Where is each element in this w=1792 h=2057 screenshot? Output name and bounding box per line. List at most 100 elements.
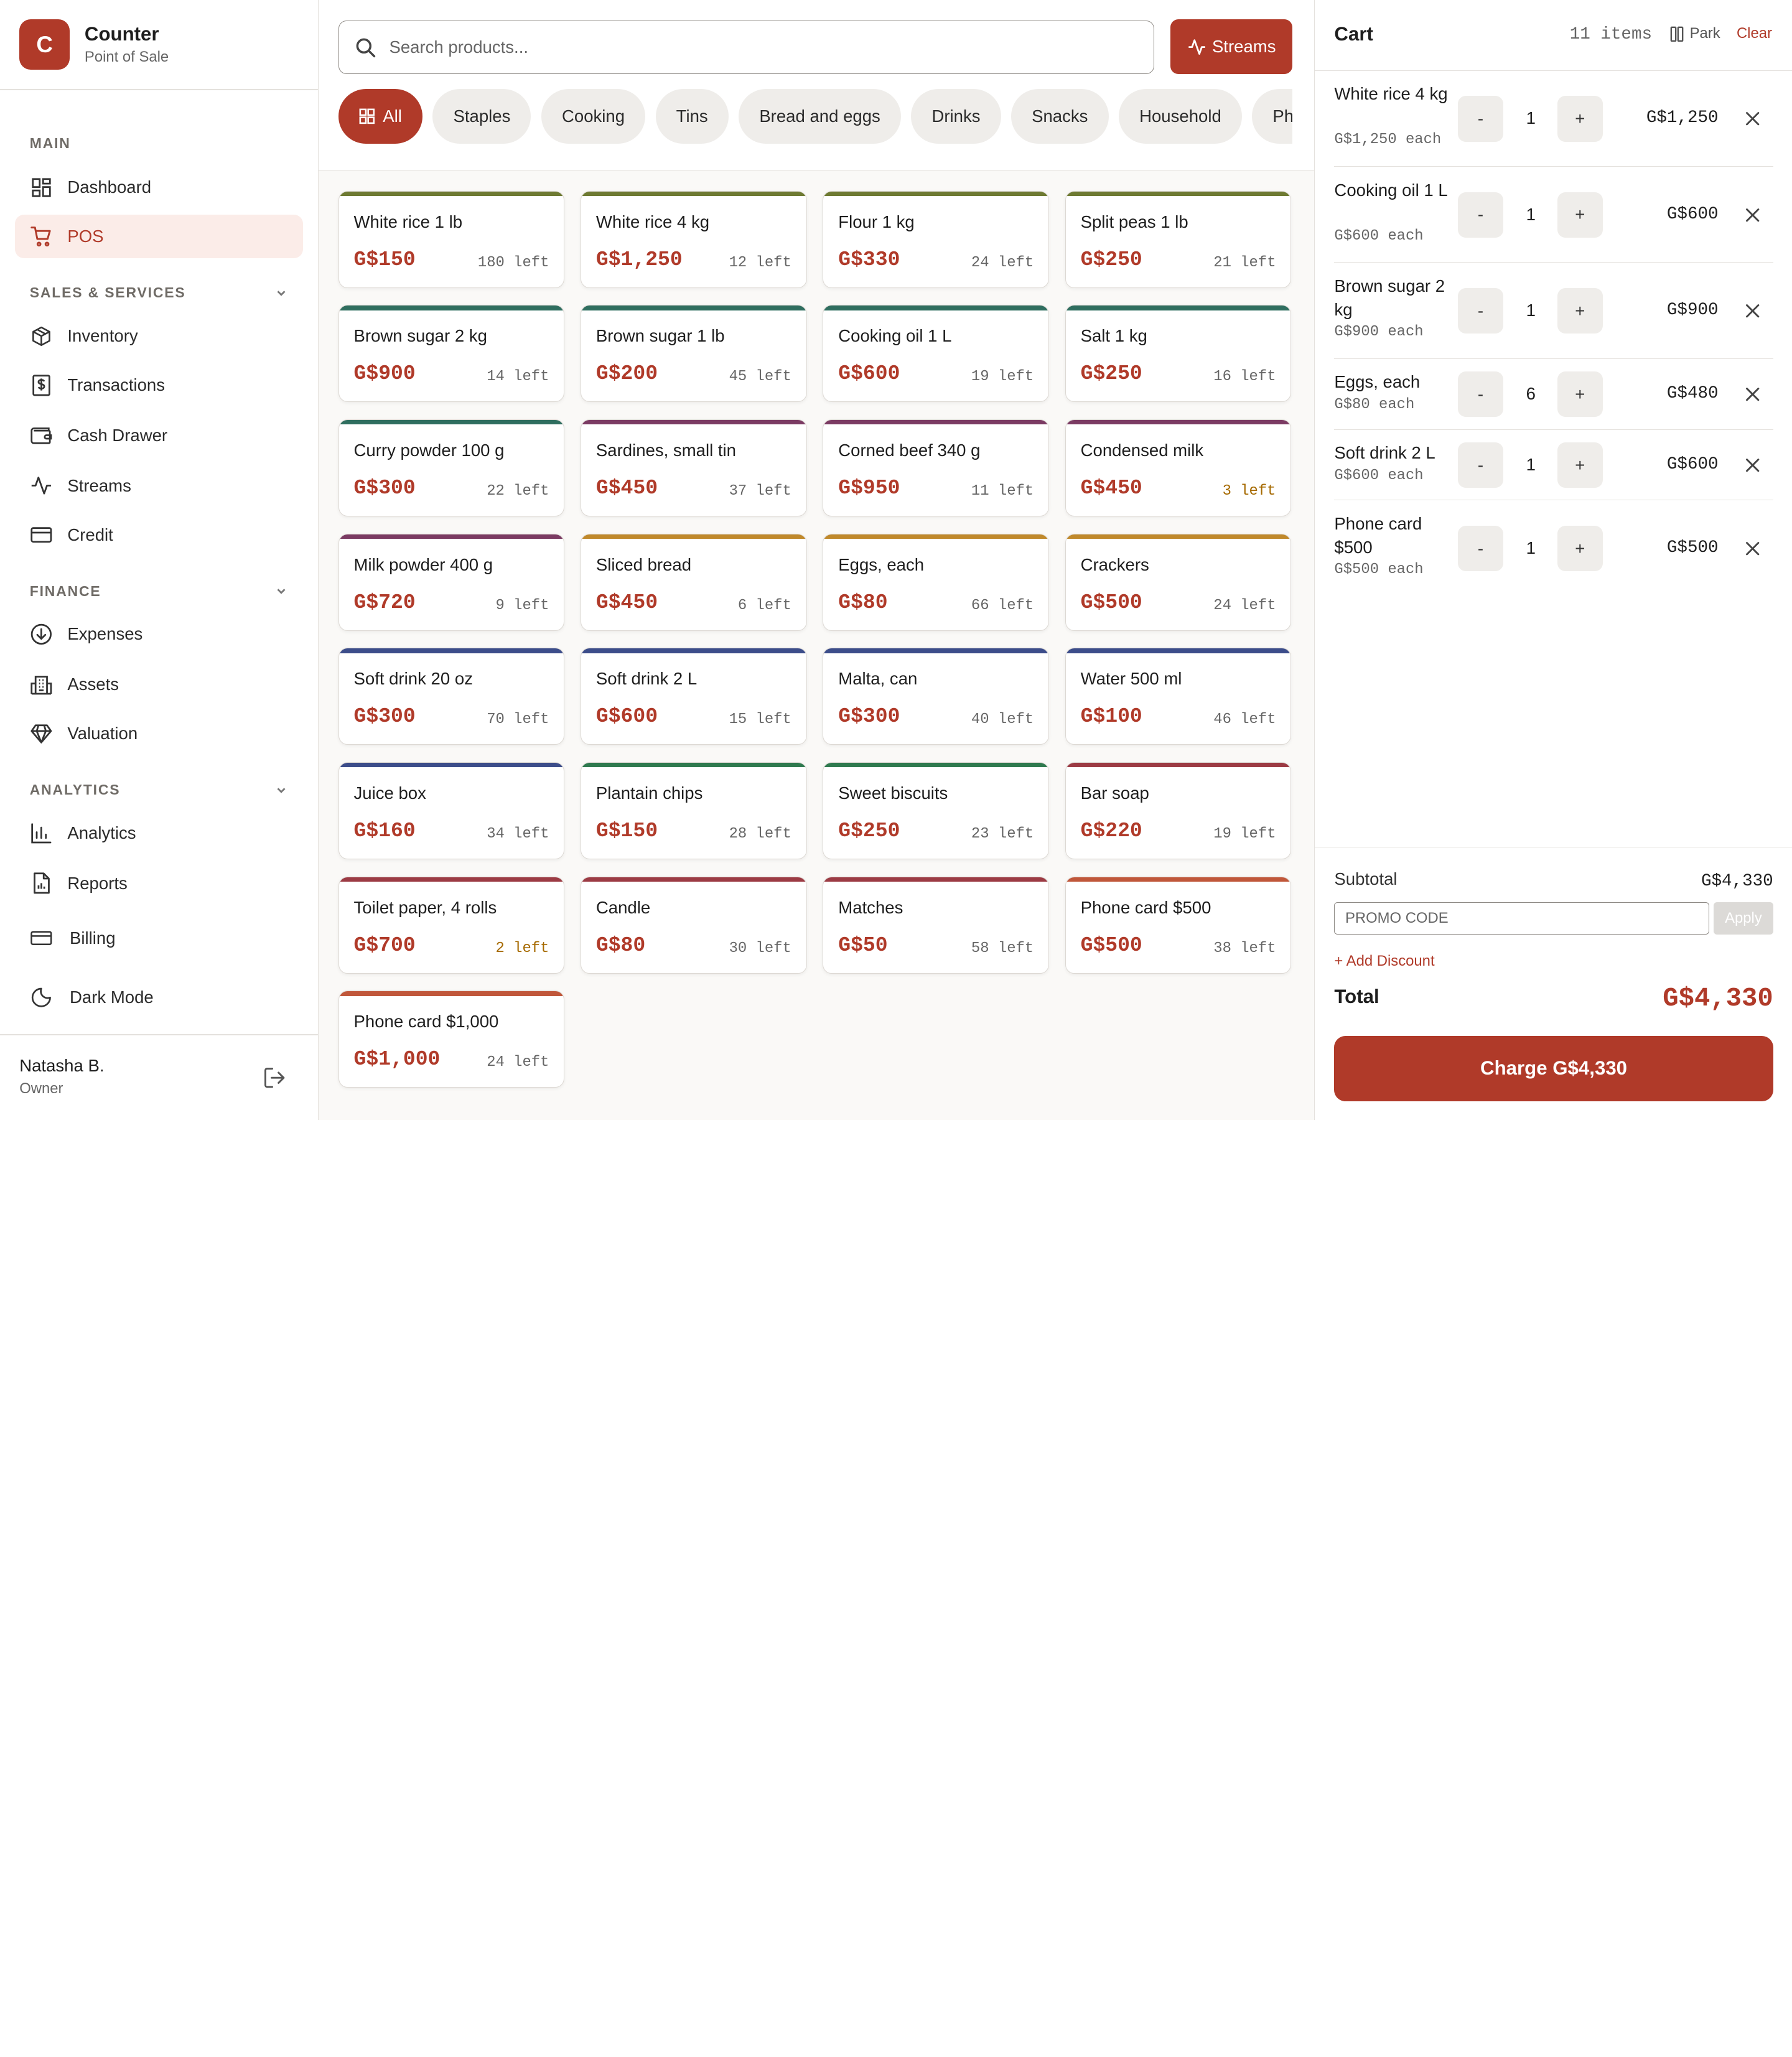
decrease-qty-button[interactable]: - <box>1457 192 1504 238</box>
apply-promo-button[interactable]: Apply <box>1714 902 1773 935</box>
product-card[interactable]: Juice box G$160 34 left <box>338 762 565 860</box>
sidebar-item-billing[interactable]: Billing <box>15 917 303 960</box>
decrease-qty-button[interactable]: - <box>1457 287 1504 334</box>
section-main: MAIN <box>29 134 71 151</box>
decrease-qty-button[interactable]: - <box>1457 371 1504 417</box>
product-card[interactable]: Salt 1 kg G$250 16 left <box>1065 305 1292 403</box>
increase-qty-button[interactable]: + <box>1557 192 1603 238</box>
sidebar-item-cash-drawer[interactable]: Cash Drawer <box>15 414 303 457</box>
decrease-qty-button[interactable]: - <box>1457 442 1504 488</box>
product-price: G$500 <box>1080 590 1142 614</box>
sidebar-item-label: Cash Drawer <box>67 425 168 445</box>
clear-cart-button[interactable]: Clear <box>1736 25 1772 42</box>
category-chip[interactable]: Drinks <box>911 89 1001 144</box>
remove-item-icon[interactable] <box>1743 539 1762 557</box>
category-chip[interactable]: Household <box>1119 89 1242 144</box>
sidebar-item-valuation[interactable]: Valuation <box>15 712 303 755</box>
product-card[interactable]: Water 500 ml G$100 46 left <box>1065 648 1292 745</box>
product-card[interactable]: White rice 4 kg G$1,250 12 left <box>581 190 807 288</box>
product-name: Juice box <box>353 783 426 803</box>
bar-chart-icon <box>30 822 53 845</box>
product-card[interactable]: Brown sugar 2 kg G$900 14 left <box>338 305 565 403</box>
increase-qty-button[interactable]: + <box>1557 525 1603 572</box>
increase-qty-button[interactable]: + <box>1557 96 1603 142</box>
product-card[interactable]: Plantain chips G$150 28 left <box>581 762 807 860</box>
category-chip[interactable]: All <box>338 89 422 144</box>
increase-qty-button[interactable]: + <box>1557 442 1603 488</box>
product-card[interactable]: Brown sugar 1 lb G$200 45 left <box>581 305 807 403</box>
product-stock: 40 left <box>971 711 1034 729</box>
product-name: White rice 4 kg <box>595 212 710 231</box>
remove-item-icon[interactable] <box>1743 385 1762 403</box>
decrease-qty-button[interactable]: - <box>1457 525 1504 572</box>
sidebar-item-transactions[interactable]: Transactions <box>15 363 303 407</box>
cart-summary: Subtotal G$4,330 Apply + Add Discount To… <box>1315 846 1792 1120</box>
section-sales-services[interactable]: SALES & SERVICES <box>30 284 288 301</box>
search-box[interactable] <box>338 21 1155 75</box>
category-chip[interactable]: Bread and eggs <box>739 89 901 144</box>
sidebar-item-reports[interactable]: Reports <box>15 862 303 905</box>
product-card[interactable]: White rice 1 lb G$150 180 left <box>338 190 565 288</box>
cart-header: Cart 11 items Park Clear <box>1315 0 1792 71</box>
section-finance[interactable]: FINANCE <box>30 583 288 600</box>
charge-button[interactable]: Charge G$4,330 <box>1334 1036 1773 1101</box>
product-card[interactable]: Eggs, each G$80 66 left <box>823 533 1050 631</box>
product-card[interactable]: Split peas 1 lb G$250 21 left <box>1065 190 1292 288</box>
category-chip[interactable]: Tins <box>655 89 729 144</box>
sidebar-divider <box>0 89 319 91</box>
category-chip[interactable]: Cooking <box>541 89 646 144</box>
product-card[interactable]: Soft drink 20 oz G$300 70 left <box>338 648 565 745</box>
category-chip[interactable]: Staples <box>432 89 531 144</box>
category-chip[interactable]: Snacks <box>1011 89 1109 144</box>
sidebar-item-label: Expenses <box>67 624 143 644</box>
dark-mode-toggle[interactable]: Dark Mode <box>15 976 303 1020</box>
sidebar-item-dashboard[interactable]: Dashboard <box>15 166 303 209</box>
cart-item-total: G$500 <box>1666 538 1719 558</box>
sidebar-item-expenses[interactable]: Expenses <box>15 612 303 656</box>
product-card[interactable]: Sliced bread G$450 6 left <box>581 533 807 631</box>
product-name: Toilet paper, 4 rolls <box>353 897 497 917</box>
decrease-qty-button[interactable]: - <box>1457 96 1504 142</box>
search-input[interactable] <box>389 37 1121 58</box>
remove-item-icon[interactable] <box>1743 456 1762 474</box>
sidebar-item-analytics[interactable]: Analytics <box>15 811 303 855</box>
product-name: Phone card $500 <box>1080 897 1211 917</box>
remove-item-icon[interactable] <box>1743 302 1762 320</box>
sidebar-item-credit[interactable]: Credit <box>15 513 303 557</box>
product-card[interactable]: Soft drink 2 L G$600 15 left <box>581 648 807 745</box>
sidebar-item-streams[interactable]: Streams <box>15 464 303 508</box>
cart-item-total: G$900 <box>1666 301 1719 320</box>
product-card[interactable]: Flour 1 kg G$330 24 left <box>823 190 1050 288</box>
streams-button[interactable]: Streams <box>1170 19 1293 75</box>
product-card[interactable]: Bar soap G$220 19 left <box>1065 762 1292 860</box>
product-card[interactable]: Sweet biscuits G$250 23 left <box>823 762 1050 860</box>
product-card[interactable]: Crackers G$500 24 left <box>1065 533 1292 631</box>
product-card[interactable]: Phone card $500 G$500 38 left <box>1065 876 1292 974</box>
logout-icon[interactable] <box>262 1065 287 1090</box>
cart-item-unit-price: G$500 each <box>1334 561 1424 578</box>
remove-item-icon[interactable] <box>1743 206 1762 224</box>
section-analytics[interactable]: ANALYTICS <box>30 781 288 798</box>
sidebar-item-assets[interactable]: Assets <box>15 663 303 706</box>
sidebar-item-pos[interactable]: POS <box>14 215 303 259</box>
add-discount-link[interactable]: + Add Discount <box>1334 952 1435 969</box>
category-chip[interactable]: Phone cards <box>1252 89 1293 144</box>
sidebar-item-inventory[interactable]: Inventory <box>15 314 303 358</box>
product-card[interactable]: Phone card $1,000 G$1,000 24 left <box>338 991 565 1088</box>
product-card[interactable]: Malta, can G$300 40 left <box>823 648 1050 745</box>
product-card[interactable]: Corned beef 340 g G$950 11 left <box>823 419 1050 517</box>
cart-item-qty: 1 <box>1526 108 1536 128</box>
remove-item-icon[interactable] <box>1743 110 1762 128</box>
park-button[interactable]: Park <box>1670 25 1720 42</box>
product-card[interactable]: Curry powder 100 g G$300 22 left <box>338 419 565 517</box>
product-card[interactable]: Milk powder 400 g G$720 9 left <box>338 533 565 631</box>
increase-qty-button[interactable]: + <box>1557 371 1603 417</box>
product-card[interactable]: Sardines, small tin G$450 37 left <box>581 419 807 517</box>
promo-code-input[interactable] <box>1334 902 1709 935</box>
product-card[interactable]: Toilet paper, 4 rolls G$700 2 left <box>338 876 565 974</box>
product-card[interactable]: Candle G$80 30 left <box>581 876 807 974</box>
product-card[interactable]: Condensed milk G$450 3 left <box>1065 419 1292 517</box>
product-card[interactable]: Cooking oil 1 L G$600 19 left <box>823 305 1050 403</box>
increase-qty-button[interactable]: + <box>1557 287 1603 334</box>
product-card[interactable]: Matches G$50 58 left <box>823 876 1050 974</box>
